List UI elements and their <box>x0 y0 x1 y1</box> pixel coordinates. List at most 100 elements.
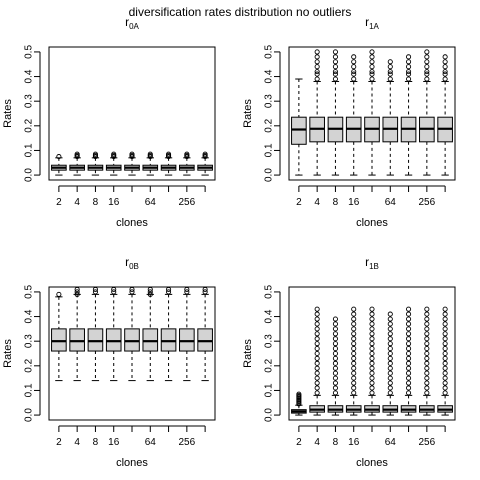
outlier-point <box>351 321 357 327</box>
panel-title: r1B <box>365 255 379 271</box>
outlier-point <box>387 64 393 70</box>
outlier-point <box>314 355 320 361</box>
box-1 <box>291 78 307 176</box>
outlier-point <box>442 306 448 312</box>
outlier-point <box>387 311 393 317</box>
y-tick-label: 0.1 <box>264 143 275 157</box>
x-axis-label: clones <box>116 457 148 469</box>
outlier-point <box>351 375 357 381</box>
x-tick-label: 2 <box>56 437 62 448</box>
x-tick-label: 256 <box>419 197 436 208</box>
panel-title-base: r <box>365 15 369 29</box>
outlier-point <box>442 350 448 357</box>
outlier-point <box>442 360 448 366</box>
plot-frame <box>288 46 456 181</box>
box-1 <box>291 391 307 416</box>
outlier-point <box>387 370 393 376</box>
outlier-point <box>424 306 430 312</box>
y-tick-label: 0.0 <box>264 168 275 182</box>
outlier-point <box>442 380 448 386</box>
outlier-point <box>129 151 135 157</box>
outlier-point <box>351 76 357 82</box>
outlier-point <box>314 365 320 371</box>
outlier-point <box>314 76 320 82</box>
outlier-point <box>442 375 448 381</box>
box-1 <box>51 154 67 176</box>
x-tick-label: 2 <box>56 197 62 208</box>
box-3 <box>327 316 344 416</box>
outlier-point <box>351 326 357 332</box>
outlier-point <box>369 64 375 70</box>
outlier-point <box>424 316 430 322</box>
panel-title: r1A <box>365 15 379 31</box>
x-tick-label: 4 <box>314 437 320 448</box>
outlier-point <box>387 71 393 77</box>
panel-title: r0A <box>125 15 139 31</box>
outlier-point <box>442 316 448 322</box>
x-tick-label: 8 <box>93 437 99 448</box>
outlier-point <box>424 390 430 396</box>
outlier-point <box>369 71 375 77</box>
y-tick-label: 0.1 <box>264 383 275 397</box>
box-8 <box>179 286 195 382</box>
outlier-point <box>332 69 338 75</box>
outlier-point <box>406 331 412 337</box>
y-tick-label: 0.4 <box>24 69 35 83</box>
box-7 <box>160 151 177 176</box>
outlier-point <box>406 321 412 327</box>
outlier-point <box>369 321 375 327</box>
panel-0b: r0B 0.0 0.1 0.2 0.3 0.4 0.5 Rates 2 4 8 16 64 256 clon… <box>2 255 216 469</box>
outlier-point <box>387 390 393 396</box>
outlier-point <box>442 326 448 332</box>
outlier-point <box>424 370 430 376</box>
outlier-point <box>351 71 357 77</box>
outlier-point <box>369 336 375 342</box>
outlier-point <box>387 350 393 357</box>
outlier-point <box>332 59 338 65</box>
outlier-point <box>424 341 430 347</box>
outlier-point <box>406 306 412 312</box>
outlier-point <box>351 69 357 75</box>
outlier-point <box>424 380 430 386</box>
outlier-point <box>184 151 190 157</box>
outlier-point <box>424 54 430 60</box>
outlier-point <box>74 291 80 297</box>
outlier-point <box>332 380 338 386</box>
outlier-point <box>369 365 375 371</box>
outlier-point <box>424 346 430 352</box>
outlier-point <box>442 76 448 82</box>
outlier-point <box>369 76 375 82</box>
box-4 <box>105 151 122 176</box>
outlier-point <box>314 375 320 381</box>
outlier-point <box>406 326 412 332</box>
outlier-point <box>147 289 153 295</box>
box-iqr <box>160 328 177 352</box>
box-6 <box>142 286 159 382</box>
box-4 <box>345 306 362 416</box>
box-6 <box>382 311 399 416</box>
box-5 <box>364 306 380 416</box>
box-9 <box>437 306 453 416</box>
outlier-point <box>332 64 338 70</box>
outlier-point <box>387 326 393 332</box>
outlier-point <box>406 59 412 65</box>
outlier-point <box>406 76 412 82</box>
outlier-point <box>424 311 430 317</box>
outlier-point <box>424 331 430 337</box>
outlier-point <box>387 76 393 82</box>
outlier-point <box>147 291 153 297</box>
outlier-point <box>369 306 375 312</box>
box-iqr <box>105 328 122 352</box>
outlier-point <box>147 151 153 157</box>
outlier-point <box>369 346 375 352</box>
box-iqr <box>291 116 307 145</box>
outlier-point <box>369 326 375 332</box>
box-3 <box>327 49 344 176</box>
box-iqr <box>124 328 140 352</box>
outlier-point <box>332 321 338 327</box>
box-3 <box>87 286 104 382</box>
plot-frame <box>48 46 216 181</box>
outlier-point <box>314 336 320 342</box>
outlier-point <box>369 360 375 366</box>
outlier-point <box>314 54 320 60</box>
